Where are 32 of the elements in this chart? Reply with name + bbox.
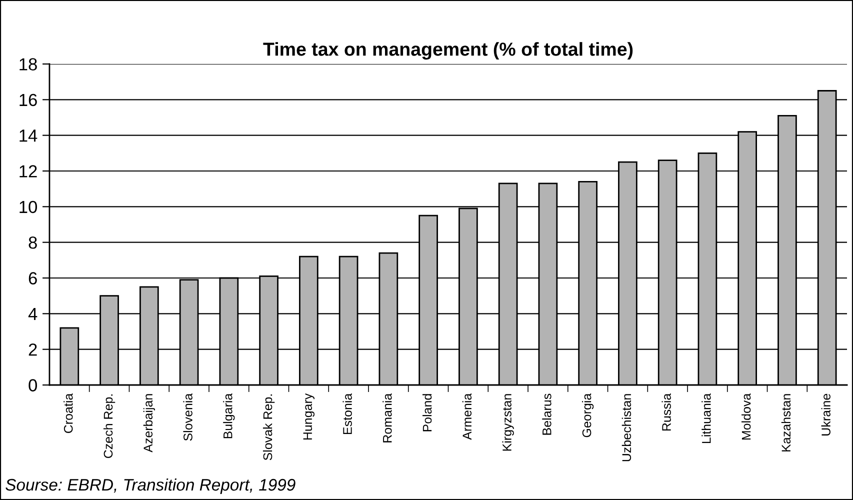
x-tick-label: Armenia [462, 393, 472, 440]
x-tick-label: Hungary [303, 393, 315, 440]
x-tick-label: Moldova [742, 393, 751, 440]
x-tick-label: Kirgyzstan [502, 394, 514, 451]
y-tick-label: 2 [28, 344, 37, 356]
x-tick-label: Czech Rep. [103, 394, 116, 458]
x-tick-label: Russia [662, 393, 671, 431]
x-tick-label: Belarus [542, 394, 552, 435]
x-tick-label: Romania [382, 393, 392, 442]
x-tick-label: Azerbaijan [143, 394, 155, 452]
y-tick-label: 4 [28, 308, 38, 320]
x-tick-label: Lithuania [702, 393, 711, 444]
x-tick-label: Kazahstan [781, 394, 791, 452]
chart-title: Time tax on management (% of total time) [263, 42, 633, 60]
x-tick-label: Georgia [582, 393, 594, 438]
x-tick-label: Estonia [342, 393, 352, 434]
x-tick-label: Uzbechistan [622, 394, 632, 462]
y-tick-label: 12 [20, 165, 37, 178]
y-tick-label: 10 [20, 200, 37, 214]
y-tick-label: 8 [28, 236, 37, 249]
x-tick-label: Slovenia [183, 393, 192, 441]
text: Sourse: EBRD, Transition Report, 1999 [6, 478, 296, 494]
y-tick-label: 16 [20, 94, 37, 106]
x-tick-label: Croatia [64, 393, 73, 433]
y-tick-label: 18 [20, 58, 37, 70]
x-tick-label: Poland [422, 394, 432, 432]
x-tick-label: Bulgaria [223, 393, 235, 438]
x-tick-label: Ukraine [821, 394, 830, 436]
y-tick-label: 6 [28, 272, 37, 284]
y-tick-label: 14 [20, 130, 38, 142]
y-tick-label: 0 [28, 379, 37, 392]
x-tick-label: Slovak Rep. [262, 394, 275, 460]
